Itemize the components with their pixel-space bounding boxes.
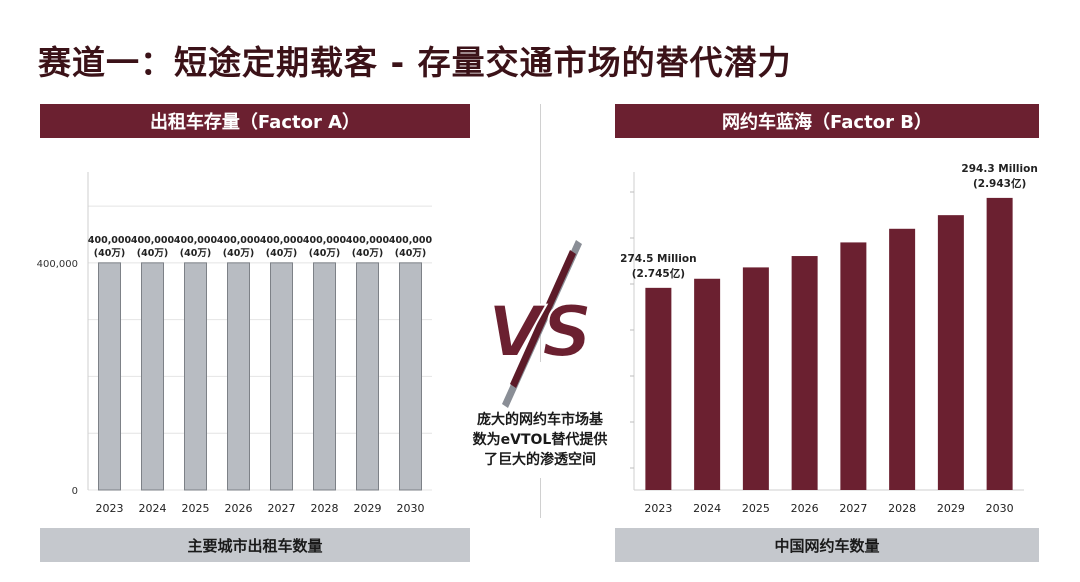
data-label: 400,000 [131,235,175,246]
left-panel-header: 出租车存量（Factor A） [40,104,470,138]
bar [791,256,818,490]
x-tick-label: 2025 [182,502,210,515]
data-label-sub: (40万) [352,248,383,259]
center-divider [540,104,541,362]
bar [742,267,769,490]
bar [694,278,721,490]
bar [986,197,1013,490]
data-label: 400,000 [260,235,304,246]
data-label-sub: (40万) [180,248,211,259]
data-label: 274.5 Million [620,253,696,265]
data-label: 400,000 [303,235,347,246]
left-panel-footer: 主要城市出租车数量 [40,528,470,562]
data-label-sub: (40万) [395,248,426,259]
bar [356,262,379,491]
data-label-sub: (2.943亿) [973,177,1026,190]
x-tick-label: 2023 [96,502,124,515]
data-label: 400,000 [217,235,261,246]
x-tick-label: 2027 [268,502,296,515]
data-label: 294.3 Million [961,163,1037,175]
y-tick-label: 400,000 [37,259,78,270]
right-panel-footer: 中国网约车数量 [615,528,1039,562]
data-label-sub: (2.745亿) [632,267,685,280]
bar [840,242,867,490]
x-tick-label: 2026 [791,502,819,515]
y-tick-label: 0 [72,486,78,497]
bar [184,262,207,491]
x-tick-label: 2029 [937,502,965,515]
note-line-3: 了巨大的渗透空间 [484,452,596,468]
bar [889,228,916,490]
x-tick-label: 2030 [397,502,425,515]
note-line-1: 庞大的网约车市场基 [477,412,603,428]
taxi-bar-chart: 0400,000400,000(40万)2023400,000(40万)2024… [37,172,433,515]
bar [399,262,422,491]
note-line-2: 数为eVTOL替代提供 [472,432,608,448]
vs-graphic: VS [478,238,602,410]
data-label: 400,000 [88,235,132,246]
x-tick-label: 2024 [693,502,721,515]
annotation-note: 庞大的网约车市场基 数为eVTOL替代提供 了巨大的渗透空间 [455,410,625,470]
right-panel-header: 网约车蓝海（Factor B） [615,104,1039,138]
data-label: 400,000 [346,235,390,246]
bar [937,215,964,490]
data-label-sub: (40万) [137,248,168,259]
vs-label: VS [488,291,593,373]
data-label-sub: (40万) [223,248,254,259]
x-tick-label: 2028 [311,502,339,515]
center-divider-bottom [540,478,541,518]
bar [141,262,164,491]
data-label-sub: (40万) [94,248,125,259]
x-tick-label: 2025 [742,502,770,515]
data-label-sub: (40万) [266,248,297,259]
bar [645,287,672,490]
x-tick-label: 2023 [644,502,672,515]
x-tick-label: 2029 [354,502,382,515]
data-label-sub: (40万) [309,248,340,259]
x-tick-label: 2030 [986,502,1014,515]
ride-hailing-bar-chart: 274.5 Million (2.745亿) 2023 2024 2025 2026 202… [620,163,1038,515]
bar [270,262,293,491]
bar [227,262,250,491]
x-tick-label: 2024 [139,502,167,515]
x-tick-label: 2026 [225,502,253,515]
bar [98,262,121,491]
x-tick-label: 2027 [839,502,867,515]
bar [313,262,336,491]
data-label: 400,000 [389,235,433,246]
data-label: 400,000 [174,235,218,246]
page-title: 赛道一：短途定期载客 - 存量交通市场的替代潜力 [38,43,792,82]
x-tick-label: 2028 [888,502,916,515]
